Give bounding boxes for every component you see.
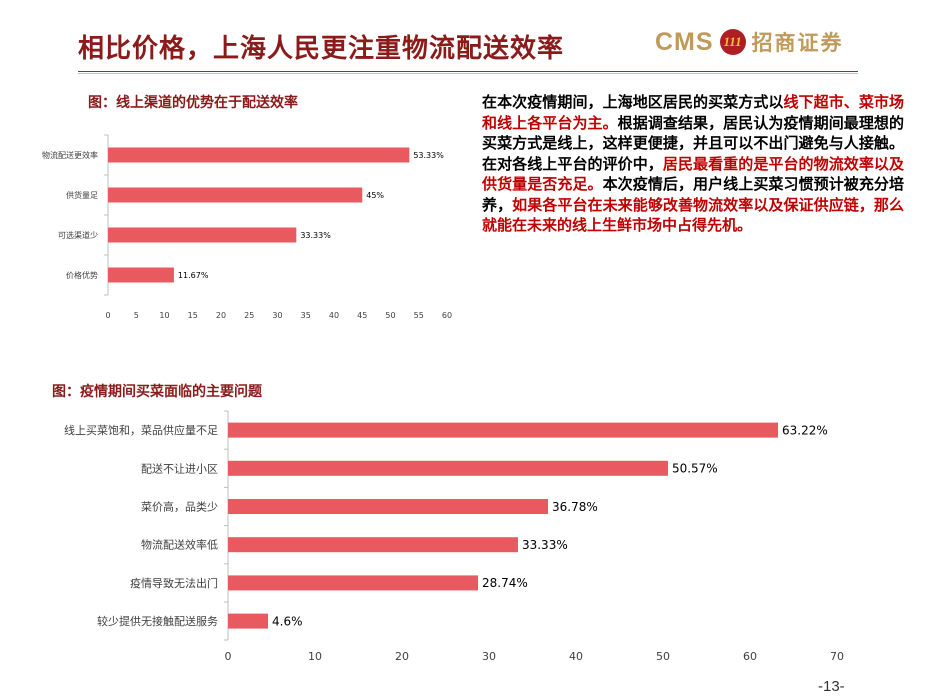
category-label: 物流配送效率低 [141,538,218,552]
logo-mark-text: 111 [723,34,742,49]
logo-mark-icon: 111 [719,29,746,55]
category-label: 疫情导致无法出门 [130,576,218,590]
body-text: 本次疫情后，用户线上买菜习惯预计被充分培养， [482,175,904,214]
bar [108,187,363,203]
x-tick-label: 5 [134,311,139,320]
data-label: 11.67% [178,271,209,280]
x-tick-label: 30 [482,650,496,663]
category-label: 物流配送更效率 [42,150,98,160]
bar [108,227,297,243]
x-tick-label: 55 [414,311,424,320]
header-divider [78,71,858,72]
x-tick-label: 60 [442,311,452,320]
body-text: 在本次疫情期间，上海地区居民的买菜方式以 [482,93,784,111]
x-tick-label: 35 [301,311,311,320]
x-tick-label: 20 [395,650,409,663]
bar [228,575,479,591]
bar [108,267,174,283]
x-tick-label: 70 [830,650,844,663]
highlight-text: 线下超市、菜市场和线上各平台为主。 [482,93,904,132]
category-label: 可选渠道少 [58,230,98,240]
x-tick-label: 60 [743,650,757,663]
chart2-caption: 图：疫情期间买菜面临的主要问题 [52,384,262,400]
x-tick-label: 10 [308,650,322,663]
chart1-caption: 图：线上渠道的优势在于配送效率 [88,95,298,111]
category-label: 菜价高，品类少 [141,499,218,513]
category-label: 线上买菜饱和，菜品供应量不足 [64,423,218,437]
chart-online-advantages: 物流配送更效率 53.33% 供货量足 45% 可选渠道少 33.33% 价格优势 11.67… [42,134,452,320]
x-tick-label: 50 [385,311,395,320]
page-number: -13- [818,678,845,695]
x-tick-label: 30 [272,311,282,320]
page-title: 相比价格，上海人民更注重物流配送效率 [78,34,565,64]
x-tick-label: 40 [569,650,583,663]
category-label: 价格优势 [66,270,98,280]
x-tick-label: 25 [244,311,254,320]
bar [108,147,410,163]
bar [228,537,518,553]
data-label: 28.74% [482,576,528,590]
x-tick-label: 0 [225,650,232,663]
chart-grocery-problems: 线上买菜饱和，菜品供应量不足 63.22% 配送不让进小区 50.57% 菜价高，品类少… [64,410,844,663]
data-label: 36.78% [552,500,598,514]
bar [228,613,269,629]
x-tick-label: 50 [656,650,670,663]
bar [228,422,779,438]
body-text: 根据调查结果，居民认为疫情期间最理想的买菜方式是线上，这样更便捷，并且可以不出门… [482,113,904,173]
category-label: 较少提供无接触配送服务 [97,614,218,628]
category-label: 供货量足 [66,190,98,200]
data-label: 4.6% [272,614,303,628]
company-logo: CMS 111 招商证券 [655,26,844,58]
highlight-text: 如果各平台在未来能够改善物流效率以及保证供应链，那么就能在未来的线上生鲜市场中占… [482,195,904,235]
data-label: 33.33% [522,538,568,552]
data-label: 53.33% [413,151,444,160]
x-tick-label: 40 [329,311,339,320]
data-label: 50.57% [672,462,718,476]
x-tick-label: 15 [188,311,198,320]
header-divider-secondary [78,73,858,74]
logo-company-name: 招商证券 [751,31,844,55]
x-tick-label: 0 [105,311,110,320]
x-tick-label: 10 [159,311,169,320]
data-label: 33.33% [300,231,331,240]
logo-text: CMS [655,27,714,56]
analysis-paragraph: 在本次疫情期间，上海地区居民的买菜方式以线下超市、菜市场和线上各平台为主。根据调… [482,92,904,236]
bar [228,499,548,514]
data-label: 45% [366,191,384,200]
category-label: 配送不让进小区 [141,461,218,475]
x-tick-label: 20 [216,311,226,320]
data-label: 63.22% [782,423,828,437]
x-tick-label: 45 [357,311,367,320]
highlight-text: 居民最看重的是平台的物流效率以及供货量是否充足。 [482,154,904,194]
bar [228,460,668,476]
